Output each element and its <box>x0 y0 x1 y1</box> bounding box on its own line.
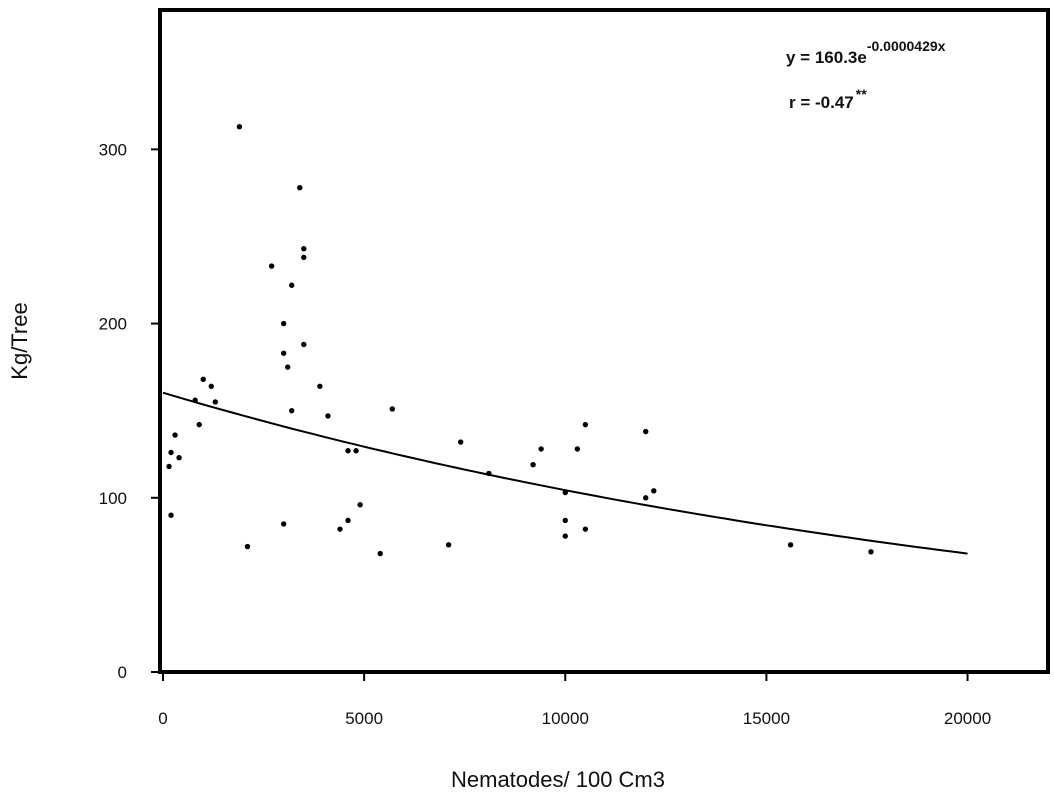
data-point <box>574 446 581 452</box>
data-point <box>212 399 218 405</box>
data-point <box>445 542 452 548</box>
data-point <box>317 383 323 389</box>
data-point <box>168 512 174 518</box>
r-value: r = -0.47 <box>789 93 854 112</box>
plot-frame <box>158 8 1050 674</box>
data-point <box>562 533 568 539</box>
data-point <box>868 549 874 555</box>
data-point <box>377 550 383 557</box>
data-points <box>166 124 874 557</box>
data-point <box>172 432 178 438</box>
y-tick-label: 100 <box>99 489 127 508</box>
data-point <box>196 421 202 428</box>
data-point <box>538 446 544 452</box>
equation-exponent: -0.0000429x <box>867 38 946 54</box>
data-point <box>457 439 464 445</box>
y-tick-label: 0 <box>118 663 127 682</box>
regression-curve <box>162 391 968 555</box>
equation-prefix: y = 160.3e <box>786 48 867 67</box>
data-point <box>208 383 214 389</box>
equation-annotation: y = 160.3e-0.0000429x <box>786 38 946 67</box>
y-axis-title: Kg/Tree <box>7 302 32 379</box>
r-annotation: r = -0.47 ** <box>789 86 867 112</box>
data-point <box>268 263 275 269</box>
x-axis-title: Nematodes/ 100 Cm3 <box>451 767 665 792</box>
data-point <box>280 350 287 356</box>
data-point <box>301 254 307 261</box>
data-point <box>643 428 649 435</box>
data-point <box>176 455 182 461</box>
y-tick-label: 300 <box>99 140 127 159</box>
data-point <box>280 521 287 527</box>
data-point <box>787 542 794 548</box>
data-point <box>345 448 351 454</box>
data-point <box>337 526 343 532</box>
data-point <box>389 406 395 412</box>
data-point <box>562 517 568 524</box>
data-point <box>236 124 243 130</box>
data-point <box>289 282 295 288</box>
data-point <box>643 495 649 501</box>
data-point <box>357 502 363 508</box>
data-point <box>345 517 351 524</box>
x-tick-label: 0 <box>158 709 167 728</box>
data-point <box>582 526 589 532</box>
data-point <box>168 449 174 456</box>
data-point <box>651 488 657 494</box>
data-point <box>200 376 206 383</box>
y-axis-ticks: 0 100 200 300 <box>99 140 160 682</box>
data-point <box>280 320 287 327</box>
x-tick-label: 5000 <box>345 709 383 728</box>
data-point <box>244 543 251 550</box>
x-tick-label: 10000 <box>542 709 589 728</box>
data-point <box>301 341 307 348</box>
r-significance: ** <box>856 86 867 102</box>
x-axis-ticks: 0 5000 10000 15000 20000 <box>158 672 991 728</box>
data-point <box>353 448 359 454</box>
x-tick-label: 20000 <box>944 709 991 728</box>
data-point <box>285 364 291 370</box>
data-point <box>530 461 536 468</box>
data-point <box>289 407 295 414</box>
data-point <box>297 184 303 191</box>
data-point <box>301 245 307 252</box>
data-point <box>325 413 331 419</box>
x-tick-label: 15000 <box>743 709 790 728</box>
data-point <box>582 421 589 428</box>
data-point <box>166 463 172 470</box>
y-tick-label: 200 <box>99 315 127 334</box>
